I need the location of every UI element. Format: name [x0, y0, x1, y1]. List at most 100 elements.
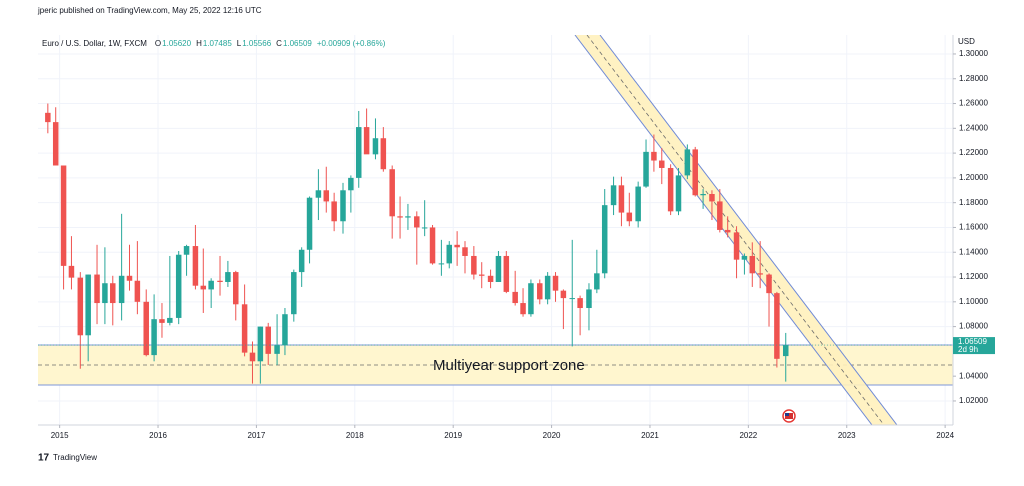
y-tick-label: 1.12000	[959, 272, 988, 281]
legend-key: C	[276, 39, 282, 48]
y-tick-label: 1.22000	[959, 148, 988, 157]
svg-text:17: 17	[38, 453, 50, 464]
candle-body	[610, 185, 617, 206]
price-tag-label: 1.06509	[958, 337, 987, 346]
candle-body	[594, 273, 600, 290]
candle-body	[151, 319, 157, 356]
y-tick-label: 1.18000	[959, 198, 988, 207]
candle-body	[618, 185, 625, 213]
candle-body	[495, 255, 502, 282]
candle-body	[446, 244, 453, 264]
candle-body	[478, 274, 485, 276]
candle-body	[692, 149, 698, 196]
price-tag	[953, 337, 995, 355]
candle-body	[110, 283, 116, 304]
currency: USD	[958, 37, 975, 46]
candle-body	[520, 303, 526, 315]
x-tick-label: 2021	[641, 431, 659, 440]
x-tick-label: 2017	[248, 431, 266, 440]
legend-value: 1.05620	[162, 39, 191, 48]
candle-body	[274, 345, 280, 354]
candle-body	[782, 345, 789, 357]
candle-body	[363, 127, 370, 155]
x-tick-label: 2020	[543, 431, 561, 440]
candle-body	[94, 274, 100, 304]
candle-body	[569, 298, 575, 300]
channel-mid	[586, 35, 885, 425]
y-tick-label: 1.02000	[959, 396, 988, 405]
candle-body	[503, 255, 510, 292]
candle-body	[315, 190, 322, 198]
candle-body	[724, 229, 731, 233]
candle-body	[766, 274, 772, 294]
brand-name: TradingView	[53, 453, 97, 462]
legend-value: 1.07485	[203, 39, 232, 48]
y-tick-label: 1.10000	[959, 297, 988, 306]
candle-body	[323, 190, 330, 202]
y-tick-label: 1.04000	[959, 371, 988, 380]
candle-body	[348, 177, 354, 191]
candle-body	[717, 201, 723, 230]
x-tick-label: 2024	[936, 431, 954, 440]
candle-body	[233, 272, 239, 305]
candle-body	[405, 216, 411, 218]
countdown-label: 2d 9h	[958, 345, 978, 354]
candle-body	[552, 275, 559, 291]
y-tick-label: 1.16000	[959, 223, 988, 232]
candle-body	[265, 326, 271, 354]
candle-body	[626, 212, 633, 222]
y-tick-label: 1.14000	[959, 247, 988, 256]
candle-body	[208, 280, 214, 290]
candle-body	[217, 280, 223, 282]
y-tick-label: 1.28000	[959, 74, 988, 83]
candle-body	[340, 190, 346, 222]
candle-body	[471, 255, 477, 275]
candle-body	[528, 283, 534, 315]
candle-body	[159, 319, 165, 323]
x-tick-label: 2022	[739, 431, 757, 440]
candle-body	[134, 280, 141, 302]
candle-body	[635, 186, 641, 222]
candle-body	[249, 352, 256, 362]
candle-body	[741, 255, 748, 260]
candle-body	[298, 249, 305, 273]
candle-body	[684, 149, 691, 176]
x-tick-label: 2016	[149, 431, 167, 440]
candle-body	[667, 167, 674, 212]
candle-body	[183, 246, 190, 255]
y-tick-label: 1.08000	[959, 322, 988, 331]
candle-body	[291, 272, 297, 315]
candle-body	[306, 197, 313, 250]
candle-body	[60, 165, 67, 266]
candle-body	[675, 175, 682, 212]
candle-body	[709, 193, 715, 202]
candle-body	[414, 216, 420, 228]
candle-body	[257, 326, 264, 362]
legend-key: O	[155, 39, 161, 48]
legend-change: +0.00909 (+0.86%)	[317, 39, 386, 48]
candle-body	[175, 254, 182, 318]
candle-body	[397, 216, 403, 218]
candle-body	[454, 244, 460, 248]
candle-body	[700, 193, 706, 196]
annotation: Multiyear support zone	[433, 357, 585, 374]
candle-body	[749, 255, 756, 274]
x-tick-label: 2018	[346, 431, 364, 440]
candle-body	[355, 127, 362, 178]
candle-body	[733, 232, 740, 260]
candle-body	[577, 298, 583, 309]
candle-body	[118, 275, 125, 304]
candle-body	[389, 169, 395, 217]
candle-body	[560, 290, 567, 299]
brand: 17 TradingView	[38, 453, 97, 464]
y-tick-label: 1.20000	[959, 173, 988, 182]
candle-body	[438, 263, 445, 265]
candle-body	[586, 289, 592, 309]
candle-body	[225, 272, 231, 282]
legend-key: L	[237, 39, 242, 48]
candle-body	[192, 246, 199, 286]
candle-body	[52, 122, 59, 166]
candle-body	[601, 205, 608, 274]
y-tick-label: 1.26000	[959, 99, 988, 108]
